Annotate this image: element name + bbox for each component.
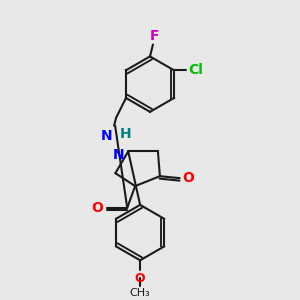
Text: Cl: Cl (188, 63, 203, 77)
Text: H: H (120, 127, 132, 141)
Text: N: N (112, 148, 124, 163)
Text: O: O (135, 272, 146, 285)
Text: O: O (183, 171, 194, 185)
Text: N: N (100, 129, 112, 143)
Text: O: O (92, 201, 104, 215)
Text: CH₃: CH₃ (130, 288, 151, 298)
Text: F: F (150, 28, 160, 43)
